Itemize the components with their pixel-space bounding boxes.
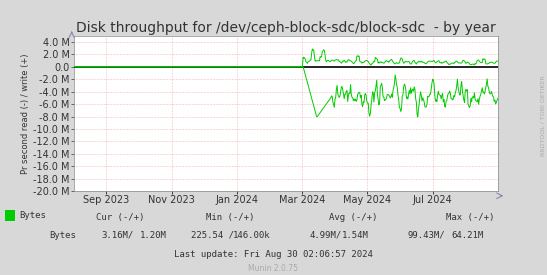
Text: Cur (-/+): Cur (-/+) (96, 213, 144, 222)
Text: Bytes: Bytes (49, 231, 76, 240)
Y-axis label: Pr second read (-) / write (+): Pr second read (-) / write (+) (21, 53, 30, 174)
Text: 1.54M: 1.54M (342, 231, 369, 240)
Text: 3.16M/: 3.16M/ (101, 231, 133, 240)
Text: RRDTOOL / TOBI OETIKER: RRDTOOL / TOBI OETIKER (540, 75, 546, 156)
Text: Max (-/+): Max (-/+) (446, 213, 494, 222)
Title: Disk throughput for /dev/ceph-block-sdc/block-sdc  - by year: Disk throughput for /dev/ceph-block-sdc/… (76, 21, 496, 35)
Text: Avg (-/+): Avg (-/+) (329, 213, 377, 222)
Text: 64.21M: 64.21M (451, 231, 484, 240)
Text: Munin 2.0.75: Munin 2.0.75 (248, 265, 299, 273)
Text: 225.54 /: 225.54 / (191, 231, 235, 240)
Text: 146.00k: 146.00k (232, 231, 270, 240)
Text: Bytes: Bytes (20, 211, 46, 220)
Text: 1.20M: 1.20M (139, 231, 166, 240)
Text: Last update: Fri Aug 30 02:06:57 2024: Last update: Fri Aug 30 02:06:57 2024 (174, 250, 373, 259)
Text: 4.99M/: 4.99M/ (309, 231, 341, 240)
Text: 99.43M/: 99.43M/ (408, 231, 445, 240)
Text: Min (-/+): Min (-/+) (206, 213, 254, 222)
